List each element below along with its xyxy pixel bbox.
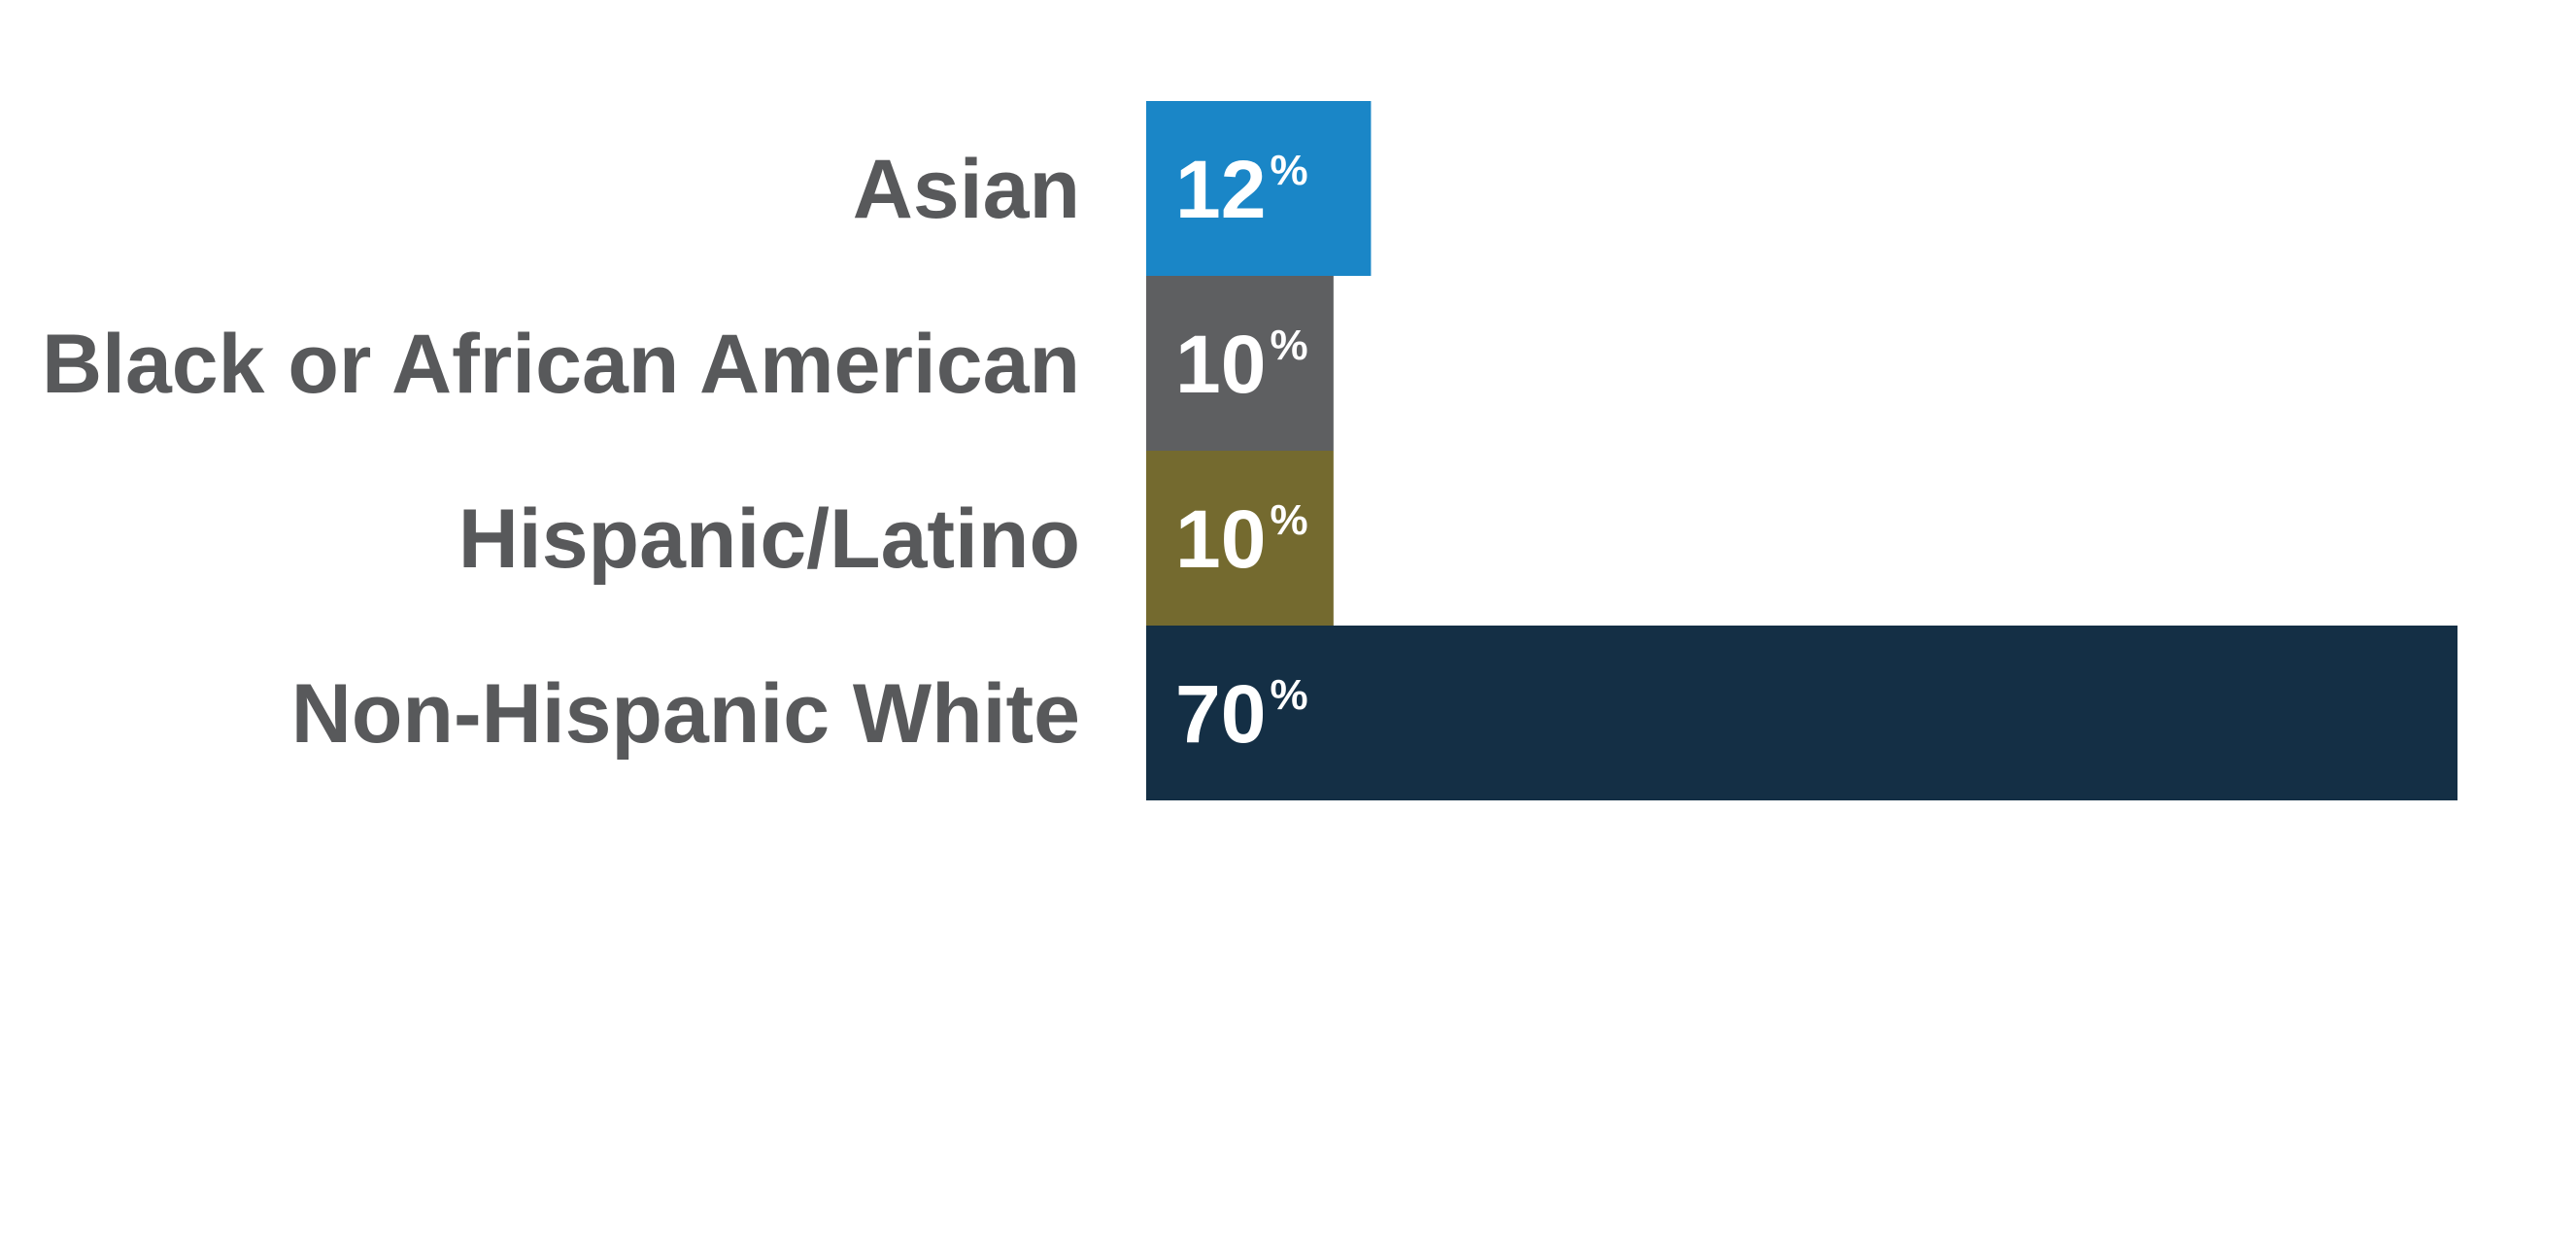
bar-hispanic-latino: [1146, 451, 1334, 626]
value-number: 10: [1175, 319, 1266, 410]
value-label-black-or-african-american: 10%: [1175, 319, 1308, 410]
value-number: 10: [1175, 493, 1266, 585]
bar-non-hispanic-white: [1146, 626, 2457, 800]
bars-layer: [1146, 101, 2457, 800]
value-number: 12: [1175, 144, 1266, 235]
value-label-asian: 12%: [1175, 144, 1308, 235]
category-label-asian: Asian: [853, 143, 1080, 236]
category-labels-layer: Asian Black or African American Hispanic/L…: [42, 143, 1080, 761]
percent-sign: %: [1270, 671, 1307, 719]
category-label-non-hispanic-white: Non-Hispanic White: [291, 667, 1080, 761]
value-label-non-hispanic-white: 70%: [1175, 668, 1308, 760]
value-number: 70: [1175, 668, 1266, 760]
percent-sign: %: [1270, 496, 1307, 544]
value-labels-layer: 12%10%10%70%: [1175, 144, 1308, 760]
percent-sign: %: [1270, 322, 1307, 369]
percent-sign: %: [1270, 147, 1307, 194]
category-label-black-or-african-american: Black or African American: [42, 318, 1080, 411]
category-label-hispanic-latino: Hispanic/Latino: [458, 492, 1080, 586]
bar-asian: [1146, 101, 1372, 276]
bar-black-or-african-american: [1146, 276, 1334, 451]
value-label-hispanic-latino: 10%: [1175, 493, 1308, 585]
